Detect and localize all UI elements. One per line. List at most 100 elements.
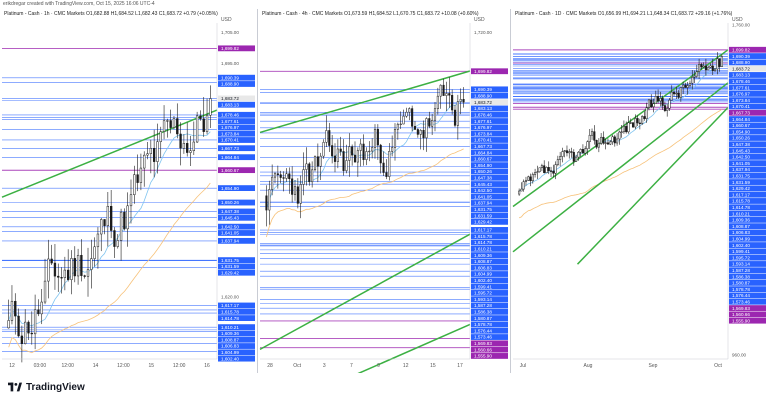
x-tick-label: 7 xyxy=(350,363,353,369)
trendline xyxy=(512,82,729,253)
candle xyxy=(695,64,698,78)
currency-label: USD xyxy=(474,17,485,23)
price-label: 1,609.36 xyxy=(729,216,766,223)
candle xyxy=(162,105,166,140)
candle xyxy=(631,122,635,128)
candle xyxy=(159,126,162,159)
chart-canvas[interactable]: USD1,699.821,690.391,688.901,683.721,683… xyxy=(258,9,510,373)
price-label: 1,667.73 xyxy=(729,109,766,116)
price-label: 1,676.97 xyxy=(218,124,255,131)
price-label: 1,608.87 xyxy=(729,223,766,230)
price-label: 1,637.94 xyxy=(218,237,255,244)
candle xyxy=(156,123,159,174)
candle xyxy=(554,161,557,180)
price-label: 1,576.44 xyxy=(729,292,766,299)
chart-pane-4h[interactable]: Platinum - Cash · 4h · CMC Markets O1,67… xyxy=(258,9,510,373)
price-label: 1,606.83 xyxy=(729,229,766,236)
svg-text:1,678.46: 1,678.46 xyxy=(732,79,750,84)
x-tick-label: 12:00 xyxy=(61,363,74,369)
y-tick-label: 960.00 xyxy=(732,352,746,357)
price-label: 1,604.99 xyxy=(729,235,766,242)
price-label: 1,609.36 xyxy=(471,252,508,259)
candle xyxy=(688,80,692,88)
candle xyxy=(584,146,587,156)
svg-text:1,699.82: 1,699.82 xyxy=(732,47,750,52)
price-label: 1,642.50 xyxy=(729,153,766,160)
candle xyxy=(677,90,680,100)
price-label: 1,690.39 xyxy=(471,86,508,93)
svg-text:1,615.78: 1,615.78 xyxy=(732,199,750,204)
price-label: 1,688.90 xyxy=(729,59,766,66)
candle xyxy=(702,62,705,68)
pane-divider[interactable] xyxy=(257,9,258,373)
price-label: 1,555.90 xyxy=(729,317,766,324)
pane-divider[interactable] xyxy=(510,9,511,373)
price-label: 1,670.41 xyxy=(471,137,508,143)
price-label: 1,667.73 xyxy=(218,145,255,152)
chart-canvas[interactable]: USD1,699.821,690.391,688.901,683.721,683… xyxy=(0,9,257,373)
price-label: 1,678.46 xyxy=(218,111,255,118)
price-label: 1,587.28 xyxy=(729,267,766,274)
candle xyxy=(431,113,434,135)
svg-text:1,629.42: 1,629.42 xyxy=(221,270,239,275)
candle xyxy=(152,129,156,178)
candle xyxy=(379,143,382,174)
price-label: 1,645.43 xyxy=(471,181,508,187)
candle xyxy=(556,155,559,167)
chart-pane-1d[interactable]: Platinum - Cash · 1D · CMC Markets O1,65… xyxy=(511,9,768,373)
price-label: 1,573.46 xyxy=(471,334,508,340)
candle xyxy=(116,234,119,249)
candle xyxy=(86,247,90,297)
candle xyxy=(143,151,146,187)
svg-text:1,650.26: 1,650.26 xyxy=(221,200,239,205)
moving-average-orange xyxy=(8,182,211,354)
price-label: 1,664.84 xyxy=(471,149,508,156)
svg-text:1,654.90: 1,654.90 xyxy=(221,186,239,191)
price-label: 1,631.59 xyxy=(729,179,766,185)
candle xyxy=(629,118,632,125)
candle xyxy=(53,243,57,290)
price-label: 1,678.46 xyxy=(471,111,508,118)
candle xyxy=(686,82,689,95)
svg-text:1,645.43: 1,645.43 xyxy=(221,215,239,220)
x-tick-label: Jul xyxy=(520,363,526,369)
svg-text:1,631.75: 1,631.75 xyxy=(474,207,492,212)
candle xyxy=(572,149,575,166)
svg-text:1,647.38: 1,647.38 xyxy=(474,175,492,180)
svg-text:1,599.41: 1,599.41 xyxy=(732,249,750,254)
candle xyxy=(80,239,83,282)
candle xyxy=(20,325,24,363)
x-tick-label: 16 xyxy=(204,363,210,369)
price-label: 1,673.84 xyxy=(471,130,508,137)
price-axis: USD 1,699.82 1,690.39 1,688.90 1,683.721,683… xyxy=(216,17,255,362)
svg-text:1,595.72: 1,595.72 xyxy=(732,255,750,260)
candle xyxy=(96,227,100,269)
chart-pane-1h[interactable]: Platinum - Cash · 1h · CMC Markets O1,68… xyxy=(0,9,257,373)
x-tick-label: 12:00 xyxy=(173,363,186,369)
price-label: 1,615.78 xyxy=(729,198,766,204)
candle xyxy=(24,309,27,345)
candle xyxy=(43,258,47,305)
price-label: 1,642.50 xyxy=(471,187,508,194)
candle xyxy=(433,101,437,132)
candle xyxy=(331,134,334,164)
chart-title: Platinum - Cash · 1h · CMC Markets O1,68… xyxy=(4,11,218,17)
svg-text:1,606.83: 1,606.83 xyxy=(474,265,492,270)
price-label: 1,690.39 xyxy=(218,74,255,81)
candle xyxy=(205,98,209,135)
svg-text:1,637.94: 1,637.94 xyxy=(732,167,750,172)
candle xyxy=(123,208,126,231)
svg-text:1,683.13: 1,683.13 xyxy=(221,102,239,107)
svg-text:1,683.13: 1,683.13 xyxy=(732,73,750,78)
tradingview-logo[interactable]: TradingView xyxy=(8,381,85,393)
price-label: 1,555.90 xyxy=(471,353,508,359)
candle xyxy=(368,141,371,162)
svg-text:1,595.72: 1,595.72 xyxy=(474,291,492,296)
svg-text:1,642.50: 1,642.50 xyxy=(732,155,750,160)
price-label: 1,676.97 xyxy=(471,124,508,131)
price-label: 1,631.59 xyxy=(218,263,255,270)
chart-canvas[interactable]: USD1,699.821,690.391,688.901,683.721,683… xyxy=(511,9,768,373)
candle xyxy=(382,151,385,177)
svg-text:1,654.90: 1,654.90 xyxy=(474,163,492,168)
candle xyxy=(399,111,402,129)
